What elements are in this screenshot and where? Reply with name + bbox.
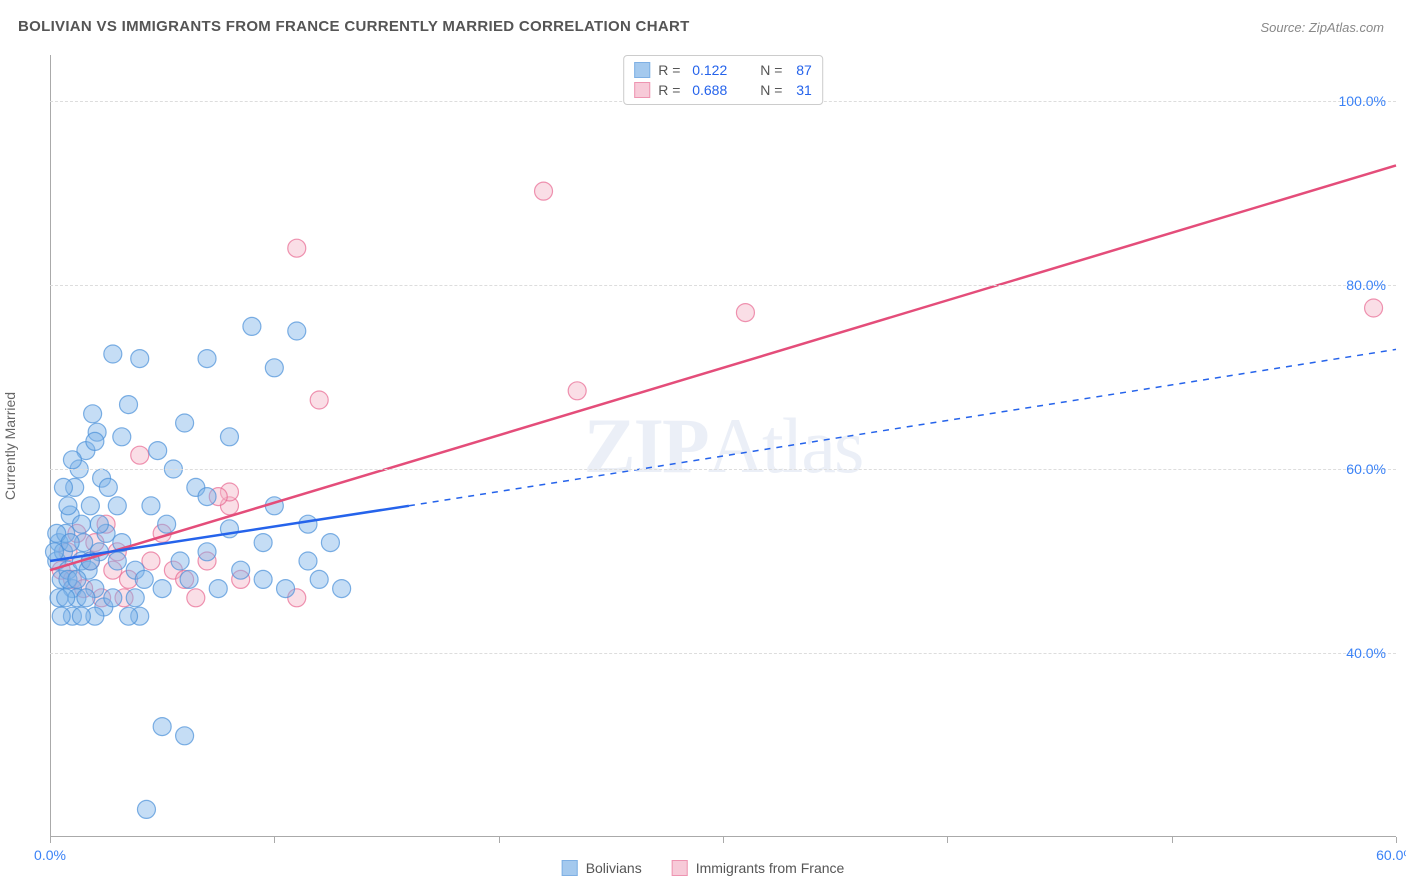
x-tick-label: 60.0% [1376, 847, 1406, 863]
y-tick-label: 60.0% [1346, 461, 1386, 477]
data-point [72, 515, 90, 533]
data-point [176, 727, 194, 745]
data-point [52, 607, 70, 625]
data-point [254, 570, 272, 588]
y-tick-label: 80.0% [1346, 277, 1386, 293]
data-point [198, 488, 216, 506]
chart-title: BOLIVIAN VS IMMIGRANTS FROM FRANCE CURRE… [18, 18, 690, 35]
r-label-2: R = [658, 82, 684, 98]
legend-swatch-blue-2 [562, 860, 578, 876]
data-point [321, 534, 339, 552]
legend-correlation-box: R = 0.122 N = 87 R = 0.688 N = 31 [623, 55, 823, 105]
data-point [288, 239, 306, 257]
data-point [310, 391, 328, 409]
n-value-pink: 31 [796, 82, 812, 98]
data-point [68, 570, 86, 588]
data-point [135, 570, 153, 588]
data-point [153, 580, 171, 598]
data-point [142, 552, 160, 570]
n-label-2: N = [760, 82, 788, 98]
trend-line-france [50, 165, 1396, 570]
data-point [1365, 299, 1383, 317]
data-point [104, 345, 122, 363]
data-point [299, 552, 317, 570]
data-point [243, 317, 261, 335]
y-tick-label: 100.0% [1339, 93, 1386, 109]
source-label: Source: ZipAtlas.com [1260, 20, 1384, 35]
n-value-blue: 87 [796, 62, 812, 78]
data-point [333, 580, 351, 598]
data-point [99, 478, 117, 496]
data-point [77, 589, 95, 607]
legend-label-france: Immigrants from France [696, 860, 845, 876]
data-point [535, 182, 553, 200]
data-point [63, 451, 81, 469]
legend-label-bolivians: Bolivians [586, 860, 642, 876]
data-point [254, 534, 272, 552]
data-point [104, 589, 122, 607]
data-point [736, 304, 754, 322]
legend-row-pink: R = 0.688 N = 31 [634, 80, 812, 100]
data-point [137, 800, 155, 818]
data-point [180, 570, 198, 588]
data-point [288, 322, 306, 340]
data-point [59, 497, 77, 515]
data-point [299, 515, 317, 533]
data-point [120, 607, 138, 625]
legend-item-france: Immigrants from France [672, 860, 845, 876]
y-tick-label: 40.0% [1346, 645, 1386, 661]
data-point [171, 552, 189, 570]
legend-bottom: Bolivians Immigrants from France [562, 860, 845, 876]
trend-line-bolivians-dashed [409, 349, 1396, 505]
data-point [158, 515, 176, 533]
legend-item-bolivians: Bolivians [562, 860, 642, 876]
data-point [209, 580, 227, 598]
legend-swatch-pink-2 [672, 860, 688, 876]
data-point [86, 432, 104, 450]
data-point [131, 446, 149, 464]
data-point [108, 497, 126, 515]
legend-swatch-pink [634, 82, 650, 98]
data-point [113, 428, 131, 446]
data-point [81, 497, 99, 515]
data-point [310, 570, 328, 588]
data-point [232, 561, 250, 579]
data-point [277, 580, 295, 598]
plot-area: ZIPAtlas R = 0.122 N = 87 R = 0.688 N = … [50, 55, 1396, 837]
data-point [153, 718, 171, 736]
data-point [149, 442, 167, 460]
legend-swatch-blue [634, 62, 650, 78]
data-point [131, 350, 149, 368]
data-point [54, 478, 72, 496]
data-point [142, 497, 160, 515]
x-tick-label: 0.0% [34, 847, 66, 863]
data-point [187, 589, 205, 607]
chart-container: BOLIVIAN VS IMMIGRANTS FROM FRANCE CURRE… [0, 0, 1406, 892]
data-point [176, 414, 194, 432]
data-point [84, 405, 102, 423]
data-point [72, 607, 90, 625]
n-label: N = [760, 62, 788, 78]
legend-row-blue: R = 0.122 N = 87 [634, 60, 812, 80]
data-point [265, 359, 283, 377]
chart-svg [50, 55, 1396, 837]
data-point [198, 350, 216, 368]
data-point [126, 589, 144, 607]
data-point [568, 382, 586, 400]
data-point [220, 428, 238, 446]
data-point [61, 534, 79, 552]
r-value-blue: 0.122 [692, 62, 742, 78]
data-point [198, 543, 216, 561]
r-label: R = [658, 62, 684, 78]
data-point [57, 589, 75, 607]
data-point [90, 515, 108, 533]
data-point [120, 396, 138, 414]
y-axis-label: Currently Married [2, 392, 18, 500]
r-value-pink: 0.688 [692, 82, 742, 98]
data-point [108, 552, 126, 570]
